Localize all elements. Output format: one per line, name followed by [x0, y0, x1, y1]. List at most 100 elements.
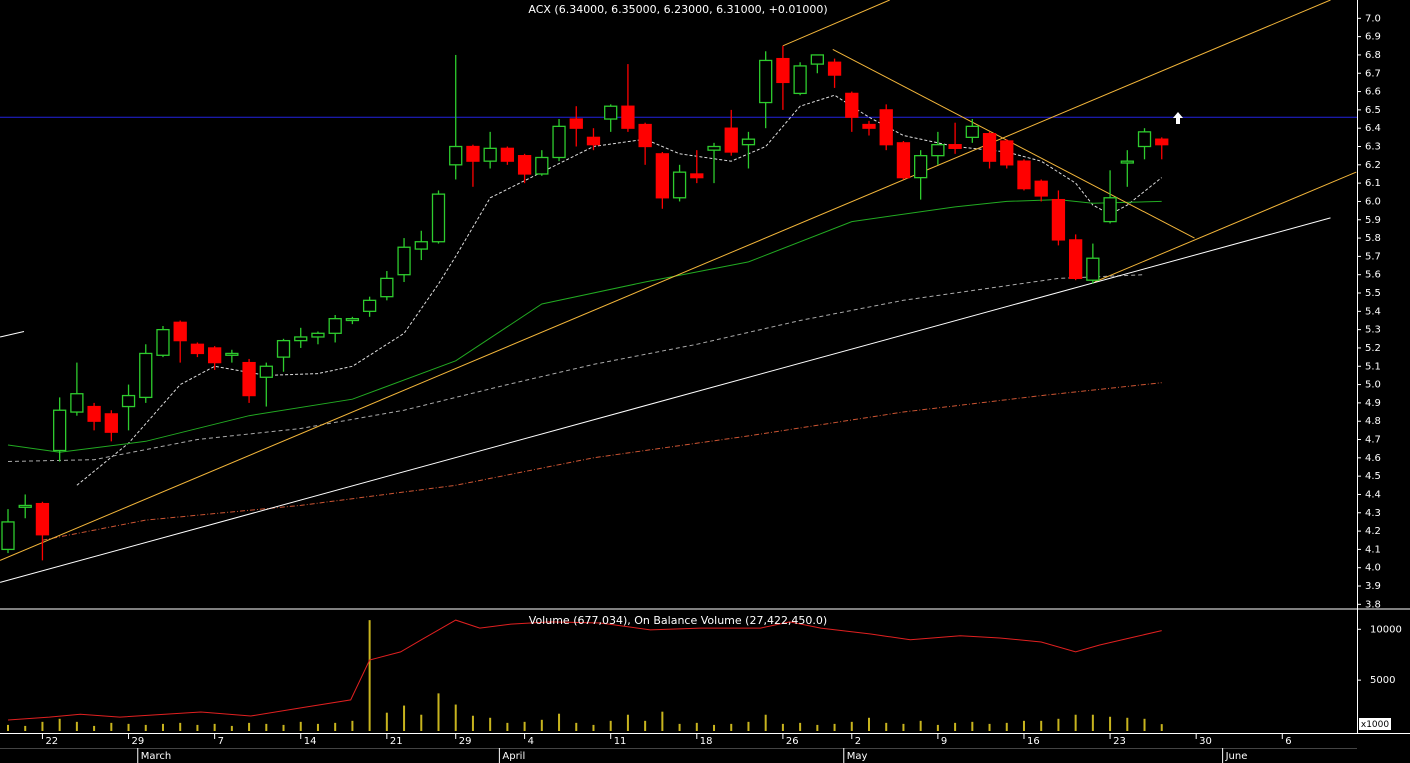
volume-bar: [144, 724, 147, 731]
x-tick-label: 7: [218, 736, 224, 747]
y-tick-label: 6.2: [1365, 160, 1381, 171]
candle-body: [225, 352, 239, 356]
unit-box: [1359, 718, 1391, 730]
volume-bar: [885, 722, 888, 731]
y-tick-label: 4.2: [1365, 526, 1381, 537]
month-label: March: [141, 751, 171, 762]
y-tick-label: 6.6: [1365, 87, 1381, 98]
y-tick-label: 5.3: [1365, 325, 1381, 336]
candle-body: [328, 318, 342, 334]
candle-body: [1068, 239, 1083, 280]
trendline: [782, 0, 890, 47]
candle-body: [362, 299, 377, 312]
x-tick-label: 21: [390, 736, 403, 747]
candle-body: [1051, 198, 1066, 241]
month-label: April: [502, 751, 525, 762]
y-tick-label: 4.6: [1365, 453, 1381, 464]
y-tick-label: 4.0: [1365, 563, 1381, 574]
volume-bar: [833, 723, 836, 731]
moving-average: [76, 94, 1163, 486]
trendline: [0, 217, 1331, 583]
volume-bar: [1005, 722, 1008, 731]
volume-bar: [919, 720, 922, 731]
candle-body: [242, 361, 256, 397]
volume-bar: [230, 725, 233, 731]
volume-bar: [1109, 716, 1112, 731]
candle-body: [466, 145, 480, 162]
volume-bar: [730, 723, 733, 731]
candle-body: [87, 405, 101, 422]
volume-bar: [971, 721, 974, 731]
candle-body: [896, 142, 911, 179]
volume-bar: [764, 714, 767, 731]
y-tick-label: 3.8: [1365, 599, 1381, 610]
volume-bar: [24, 725, 27, 731]
moving-average: [7, 274, 1145, 462]
y-tick-label: 6.1: [1365, 178, 1381, 189]
volume-bar: [592, 724, 595, 731]
arrow-marker: [1173, 112, 1183, 124]
candle-body: [1103, 197, 1117, 223]
volume-bar: [523, 721, 526, 731]
x-tick-label: 9: [941, 736, 947, 747]
y-tick-label: 6.0: [1365, 196, 1381, 207]
y-tick-label: 5.8: [1365, 233, 1381, 244]
volume-bar: [403, 705, 406, 731]
volume-tick-label: 10000: [1370, 624, 1402, 635]
candle-body: [207, 347, 222, 364]
volume-bar: [368, 620, 371, 731]
volume-title: Volume (677,034), On Balance Volume (27,…: [529, 614, 827, 627]
volume-bar: [678, 723, 681, 731]
volume-bar: [816, 724, 819, 731]
candle-body: [621, 105, 635, 129]
x-tick-label: 30: [1199, 736, 1212, 747]
y-tick-label: 4.7: [1365, 435, 1381, 446]
trendline: [1094, 171, 1357, 283]
candle-body: [18, 504, 32, 508]
volume-bar: [179, 722, 182, 731]
y-tick-label: 6.8: [1365, 50, 1381, 61]
candle-body: [810, 54, 824, 65]
candle-body: [517, 155, 532, 175]
x-tick-label: 29: [459, 736, 472, 747]
volume-bar: [609, 720, 612, 731]
candle-body: [431, 193, 446, 243]
month-label: June: [1225, 751, 1248, 762]
y-tick-label: 6.5: [1365, 105, 1381, 116]
candle-body: [35, 502, 50, 536]
candle-body: [862, 123, 876, 129]
candle-body: [724, 127, 738, 153]
volume-tick-label: 5000: [1370, 675, 1395, 686]
candle-body: [741, 138, 756, 146]
volume-bar: [695, 722, 698, 731]
candle-body: [552, 125, 566, 159]
volume-bar: [420, 714, 423, 731]
candle-body: [500, 147, 515, 162]
volume-panel: [7, 619, 1163, 731]
y-tick-label: 6.3: [1365, 142, 1381, 153]
candle-body: [827, 61, 842, 76]
candle-body: [345, 318, 360, 322]
y-tick-label: 4.4: [1365, 489, 1381, 500]
candle-body: [672, 171, 687, 199]
volume-bar: [58, 718, 61, 731]
candle-body: [1034, 180, 1048, 197]
chart-title: ACX (6.34000, 6.35000, 6.23000, 6.31000,…: [528, 3, 827, 16]
volume-bar: [489, 717, 492, 731]
candle-body: [982, 133, 997, 162]
y-tick-label: 4.5: [1365, 471, 1381, 482]
volume-bar: [936, 724, 939, 731]
candle-body: [845, 92, 859, 118]
candle-body: [380, 277, 394, 298]
candle-body: [190, 343, 205, 355]
candle-body: [776, 57, 790, 84]
trendline: [832, 48, 1195, 239]
y-tick-label: 6.9: [1365, 32, 1381, 43]
candle-body: [1086, 257, 1100, 281]
volume-bar: [248, 722, 251, 731]
volume-bar: [316, 723, 319, 731]
candle-body: [139, 352, 153, 399]
y-tick-label: 4.3: [1365, 508, 1381, 519]
x-tick-label: 4: [528, 736, 534, 747]
candle-body: [414, 241, 428, 250]
